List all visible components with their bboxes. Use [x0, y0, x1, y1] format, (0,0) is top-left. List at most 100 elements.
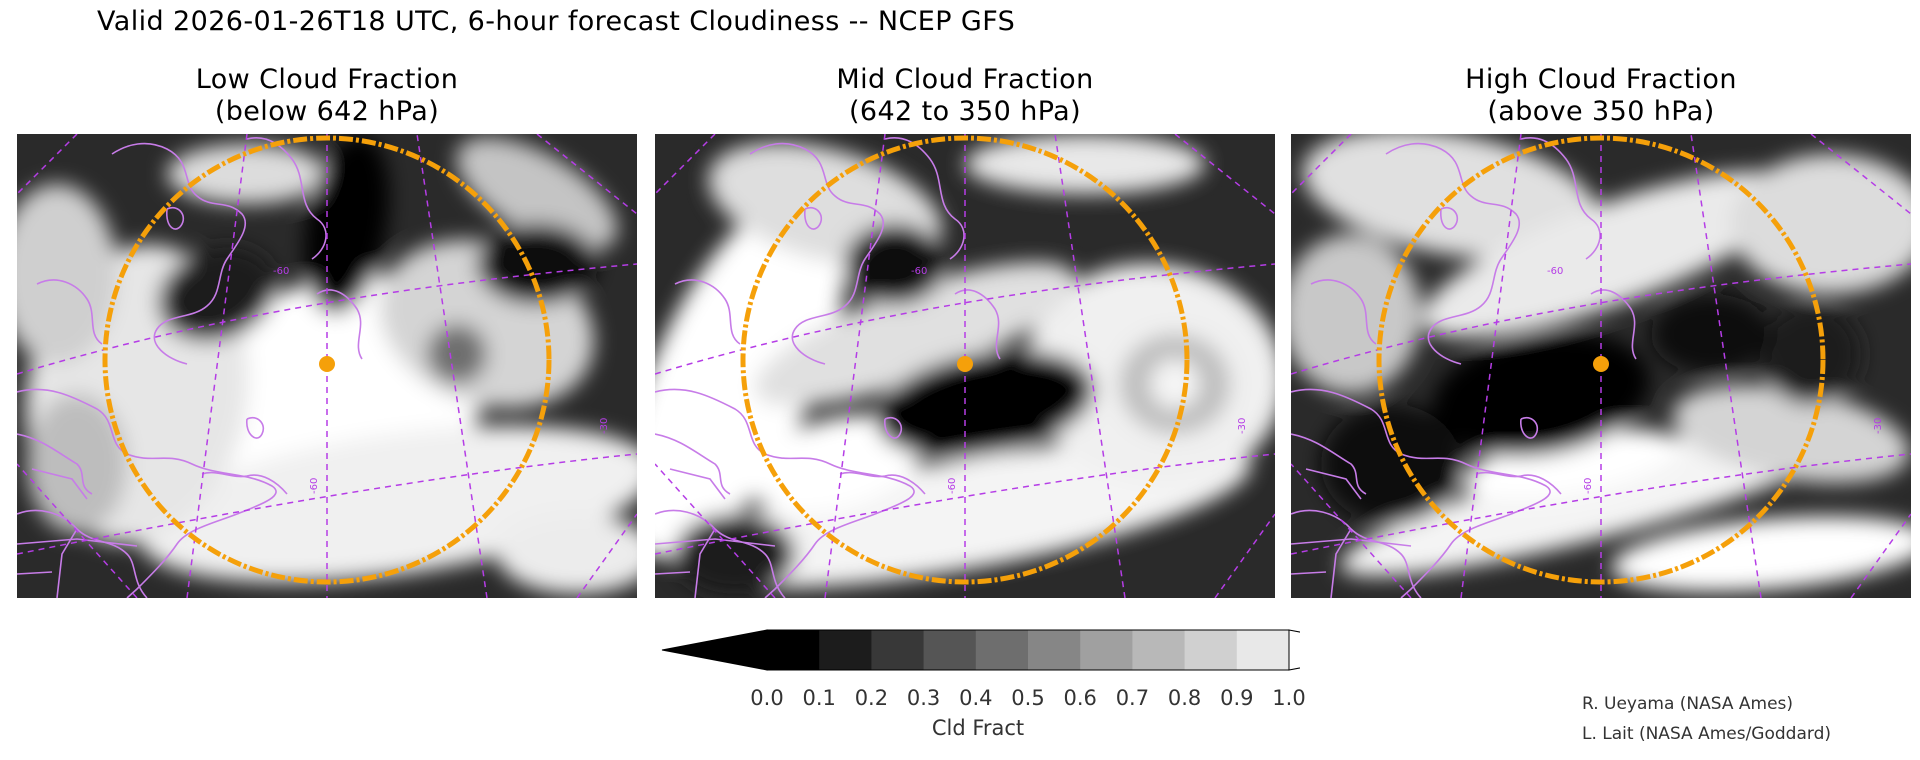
graticule-line: [655, 134, 716, 195]
coastline-path: [1440, 206, 1459, 230]
coastline-path: [1475, 471, 1562, 495]
coastline-path: [655, 433, 731, 495]
range-ring: [102, 135, 552, 585]
panel-title-line1: Low Cloud Fraction: [195, 64, 459, 95]
coastline-path: [1310, 279, 1377, 345]
cloud-patch: [427, 324, 487, 384]
graticule-line: [655, 263, 1275, 375]
graticule-line: [17, 263, 637, 375]
coastline-path: [316, 289, 363, 360]
panel-title-low: Low Cloud Fraction (below 642 hPa): [17, 64, 637, 128]
coastline-path: [749, 142, 885, 365]
coastline-path: [31, 468, 88, 500]
graticule-line: [655, 453, 1275, 555]
figure-title: Valid 2026-01-26T18 UTC, 6-hour forecast…: [97, 6, 1016, 37]
graticule-line: [1460, 134, 1522, 598]
graticule-label: -60: [947, 478, 958, 494]
graticule: [17, 134, 637, 598]
graticule-label: -30: [1237, 418, 1248, 434]
colorbar-swatch: [871, 630, 925, 670]
cloud-patch: [1462, 428, 1680, 500]
cloud-patch: [1651, 294, 1771, 374]
cloud-patch: [754, 262, 1076, 406]
coastlines: [17, 137, 363, 598]
cloud-patch: [747, 414, 923, 514]
graticule-label: -30: [1873, 418, 1884, 434]
coastline-path: [166, 206, 185, 230]
coastline-path: [56, 528, 78, 598]
graticule-line: [1291, 463, 1412, 598]
cloud-patch: [477, 224, 597, 304]
cloud-patch: [1611, 516, 1911, 592]
coastline-path: [1291, 509, 1422, 598]
colorbar-over-arrow: [1288, 629, 1300, 671]
center-marker: [1593, 356, 1609, 372]
colorbar-swatch: [1080, 630, 1133, 670]
range-ring: [740, 135, 1190, 585]
cloud-field: [17, 135, 637, 594]
colorbar-swatch: [1132, 630, 1186, 670]
coastline-path: [201, 471, 288, 495]
panel-title-mid: Mid Cloud Fraction (642 to 350 hPa): [655, 64, 1275, 128]
colorbar-frame: [766, 629, 1290, 671]
colorbar-under-arrow: [661, 629, 768, 671]
panel-title-line2: (below 642 hPa): [214, 96, 440, 127]
colorbar-tick-label: 0.1: [802, 686, 836, 710]
colorbar-tick-label: 0.9: [1220, 686, 1254, 710]
coastline-path: [1590, 289, 1637, 360]
cloud-patch: [965, 134, 1205, 194]
colorbar-tick-label: 0.5: [1011, 686, 1045, 710]
coastline-path: [674, 279, 741, 345]
colorbar-tick-label: 0.4: [959, 686, 993, 710]
graticule-label: -60: [273, 266, 289, 277]
map-panel-low: -60 -60 -30: [17, 134, 637, 598]
cloud-patch: [304, 135, 390, 313]
coastline-path: [655, 538, 776, 547]
cloud-patch: [1672, 385, 1910, 483]
credit-line-2: L. Lait (NASA Ames/Goddard): [1582, 724, 1831, 744]
coastline-path: [1291, 538, 1412, 547]
graticule-line: [1291, 134, 1352, 195]
graticule-line: [17, 463, 138, 598]
panel-title-high: High Cloud Fraction (above 350 hPa): [1291, 64, 1911, 128]
graticule-label: -60: [1547, 266, 1563, 277]
cloud-patch: [1422, 171, 1800, 337]
graticule-line: [1291, 263, 1911, 375]
coastline-path: [111, 142, 247, 365]
map-panel-mid: -60 -60 -30: [655, 134, 1275, 598]
cloud-patch: [497, 514, 637, 594]
coastline-path: [1330, 528, 1352, 598]
colorbar-swatch: [923, 630, 977, 670]
coastline-path: [1291, 388, 1551, 598]
cloud-patch: [1731, 154, 1911, 294]
colorbar-swatch: [1028, 630, 1081, 670]
graticule-label: -60: [911, 266, 927, 277]
panel-title-line2: (above 350 hPa): [1487, 96, 1715, 127]
colorbar-tick-label: 0.7: [1115, 686, 1150, 710]
colorbar-tick-label: 1.0: [1272, 686, 1306, 710]
colorbar-tick-label: 0.0: [750, 686, 784, 710]
cloud-patch: [655, 189, 847, 559]
colorbar-swatch: [767, 630, 820, 670]
colorbar-tick-label: 0.3: [906, 686, 941, 710]
coastline-path: [655, 388, 915, 598]
graticule-line: [824, 134, 886, 598]
coastline-path: [655, 571, 691, 575]
graticule-line: [186, 134, 248, 598]
coastline-path: [804, 206, 823, 230]
graticule-label: -60: [1583, 478, 1594, 494]
colorbar-swatch: [1236, 630, 1290, 670]
graticule-line: [655, 463, 776, 598]
cloud-patch: [1150, 359, 1200, 409]
colorbar-swatch: [819, 630, 872, 670]
coastline-path: [694, 528, 716, 598]
coastline-path: [655, 509, 786, 598]
coastline-path: [954, 289, 1001, 360]
coastline-path: [246, 416, 265, 439]
graticule-line: [17, 453, 637, 555]
center-marker: [957, 356, 973, 372]
cloud-patch: [876, 351, 1094, 457]
coastline-path: [1305, 468, 1362, 500]
panel-title-line1: High Cloud Fraction: [1465, 64, 1737, 95]
graticule-line: [416, 134, 488, 598]
